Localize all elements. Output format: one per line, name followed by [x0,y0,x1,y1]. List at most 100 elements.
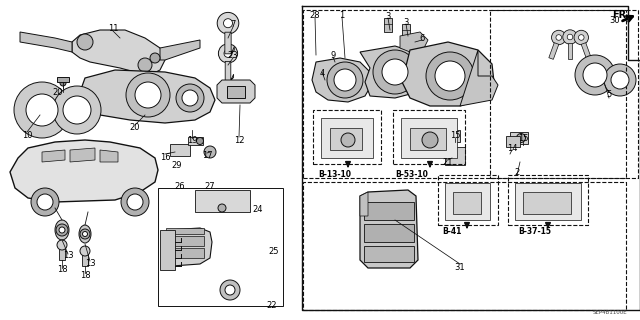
Circle shape [574,30,588,45]
Circle shape [341,133,355,147]
Circle shape [218,204,226,212]
Polygon shape [568,44,572,60]
Text: 21: 21 [443,157,453,166]
Circle shape [583,63,607,87]
Bar [508,175,588,225]
Bar [442,130,460,142]
Bar [170,144,190,156]
Bar [410,128,446,150]
Text: 3: 3 [385,12,390,20]
Bar [195,190,250,212]
Text: 23: 23 [228,51,238,60]
Bar [166,248,204,258]
Bar [393,110,465,164]
Ellipse shape [239,203,257,213]
Text: SEP4B1100E: SEP4B1100E [593,310,627,315]
Text: 1: 1 [339,11,344,20]
Circle shape [80,229,90,239]
Text: 11: 11 [108,23,118,33]
Circle shape [563,30,577,44]
Bar [490,10,638,178]
Text: 5: 5 [606,90,612,99]
Polygon shape [10,140,158,202]
Polygon shape [100,150,118,162]
Text: 2: 2 [515,167,520,177]
Text: B-13-10: B-13-10 [319,170,351,179]
Bar [166,228,204,234]
Polygon shape [460,50,498,106]
Circle shape [31,188,59,216]
Circle shape [37,194,53,210]
Text: 12: 12 [234,135,244,145]
Polygon shape [360,46,430,98]
Bar [445,183,490,220]
Text: 10: 10 [22,131,32,140]
Circle shape [579,35,584,40]
Circle shape [556,35,561,40]
Bar [510,132,528,144]
Bar [453,192,481,214]
Bar [158,188,283,306]
Bar [313,110,381,164]
Text: 6: 6 [419,34,425,43]
Ellipse shape [55,220,69,240]
Circle shape [449,132,458,140]
Circle shape [327,62,363,98]
Bar [57,77,69,82]
Bar [303,182,626,310]
Bar [523,192,571,214]
Circle shape [435,61,465,91]
Circle shape [121,188,149,216]
Bar [515,183,581,220]
Text: 19: 19 [187,135,197,145]
Circle shape [182,90,198,106]
Bar [166,236,204,246]
Circle shape [127,194,143,210]
Circle shape [611,71,629,89]
Circle shape [176,84,204,112]
Text: 20: 20 [52,87,63,97]
Circle shape [63,96,91,124]
Polygon shape [549,43,559,59]
Circle shape [604,64,636,96]
Text: 31: 31 [454,262,465,271]
Polygon shape [581,43,591,59]
Bar [506,136,520,147]
Bar [364,246,414,262]
Text: 18: 18 [57,266,67,275]
Text: 16: 16 [160,153,170,162]
Text: 9: 9 [330,51,335,60]
Circle shape [60,80,66,86]
Circle shape [59,227,65,233]
Text: 13: 13 [84,260,95,268]
Text: 26: 26 [175,181,186,190]
Polygon shape [217,80,255,103]
Bar [330,128,362,150]
Polygon shape [42,150,65,162]
Polygon shape [225,61,234,81]
Circle shape [80,246,90,256]
Text: 29: 29 [172,161,182,170]
Polygon shape [225,32,234,54]
Polygon shape [402,42,494,106]
Polygon shape [160,40,200,60]
Circle shape [126,73,170,117]
Text: B-53-10: B-53-10 [396,170,428,179]
Polygon shape [360,192,368,216]
Text: 18: 18 [80,271,90,281]
Polygon shape [360,190,418,268]
Bar [303,10,626,178]
Text: 28: 28 [310,11,320,20]
Text: 3: 3 [403,18,409,27]
Text: 25: 25 [269,247,279,257]
Polygon shape [162,228,212,266]
Bar [364,224,414,242]
Text: 14: 14 [507,143,517,153]
Circle shape [26,94,58,126]
Text: 27: 27 [205,181,215,190]
Circle shape [516,133,525,142]
Text: B-41: B-41 [442,228,461,236]
Polygon shape [70,148,95,162]
Bar [321,118,373,158]
Text: 30: 30 [610,15,620,25]
